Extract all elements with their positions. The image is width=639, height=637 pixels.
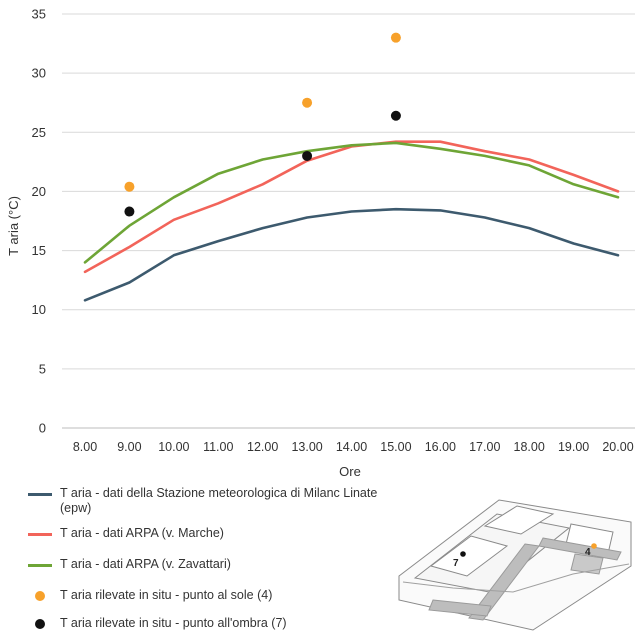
y-axis-label: T aria (°C) (6, 196, 21, 256)
x-tick-label: 9.00 (117, 440, 141, 454)
x-tick-label: 13.00 (291, 440, 322, 454)
legend-label-zavattari: T aria - dati ARPA (v. Zavattari) (60, 557, 231, 571)
x-axis-label: Ore (339, 464, 361, 479)
legend-label-epw: T aria - dati della Stazione meteorologi… (60, 486, 378, 515)
legend-label-sun: T aria rilevate in situ - punto al sole … (60, 588, 273, 602)
legend-item-epw: T aria - dati della Stazione meteorologi… (28, 486, 390, 516)
x-tick-label: 12.00 (247, 440, 278, 454)
x-tick-label: 16.00 (425, 440, 456, 454)
y-tick-label: 25 (32, 125, 46, 140)
y-axis-ticks: 0 5 10 15 20 25 30 35 (32, 7, 46, 436)
x-tick-label: 15.00 (380, 440, 411, 454)
sun-point-label: 4 (585, 547, 591, 558)
y-tick-label: 20 (32, 184, 46, 199)
site-plan-inset: 7 4 (398, 499, 632, 631)
sun-point-marker (591, 543, 597, 549)
series-point-3 (390, 32, 401, 43)
x-tick-label: 18.00 (514, 440, 545, 454)
legend-swatch-zavattari (28, 564, 52, 567)
x-axis-ticks: 8.00 9.00 10.00 11.00 12.00 13.00 14.00 15.00 16… (73, 440, 634, 454)
x-tick-label: 11.00 (203, 440, 233, 454)
grid-lines (62, 13, 635, 429)
series-point-4 (390, 110, 401, 121)
y-tick-label: 0 (39, 421, 46, 436)
legend-label-marche: T aria - dati ARPA (v. Marche) (60, 526, 224, 540)
series-point-3 (124, 181, 135, 192)
y-tick-label: 10 (32, 302, 46, 317)
series-line-1 (83, 140, 620, 274)
line-chart: 0 5 10 15 20 25 30 35 8.00 9.00 10.00 11.00 12.00 13… (6, 7, 635, 479)
legend-item-shade: T aria rilevate in situ - punto all'ombr… (28, 616, 287, 631)
y-tick-label: 30 (32, 66, 46, 81)
y-tick-label: 15 (32, 243, 46, 258)
site-plan-drawing (398, 499, 632, 631)
x-tick-label: 17.00 (469, 440, 500, 454)
legend-swatch-epw (28, 493, 52, 496)
series-line-2 (83, 141, 620, 264)
shade-point-label: 7 (453, 558, 459, 569)
x-tick-label: 14.00 (336, 440, 367, 454)
legend-swatch-marche (28, 533, 52, 536)
shade-point-marker (460, 551, 466, 557)
series-point-3 (302, 97, 313, 108)
x-tick-label: 8.00 (73, 440, 97, 454)
series-point-4 (124, 206, 135, 217)
series-line-0 (83, 207, 620, 302)
legend-swatch-shade (35, 619, 45, 629)
legend-item-sun: T aria rilevate in situ - punto al sole … (28, 588, 272, 603)
y-tick-label: 5 (39, 361, 46, 376)
x-tick-label: 20.00 (602, 440, 633, 454)
series-layer (83, 32, 620, 302)
legend-item-zavattari: T aria - dati ARPA (v. Zavattari) (28, 557, 231, 572)
legend-label-shade: T aria rilevate in situ - punto all'ombr… (60, 616, 287, 630)
x-tick-label: 19.00 (558, 440, 589, 454)
x-tick-label: 10.00 (158, 440, 189, 454)
legend-swatch-sun (35, 591, 45, 601)
y-tick-label: 35 (32, 7, 46, 22)
series-point-4 (302, 150, 313, 161)
legend-item-marche: T aria - dati ARPA (v. Marche) (28, 526, 224, 541)
